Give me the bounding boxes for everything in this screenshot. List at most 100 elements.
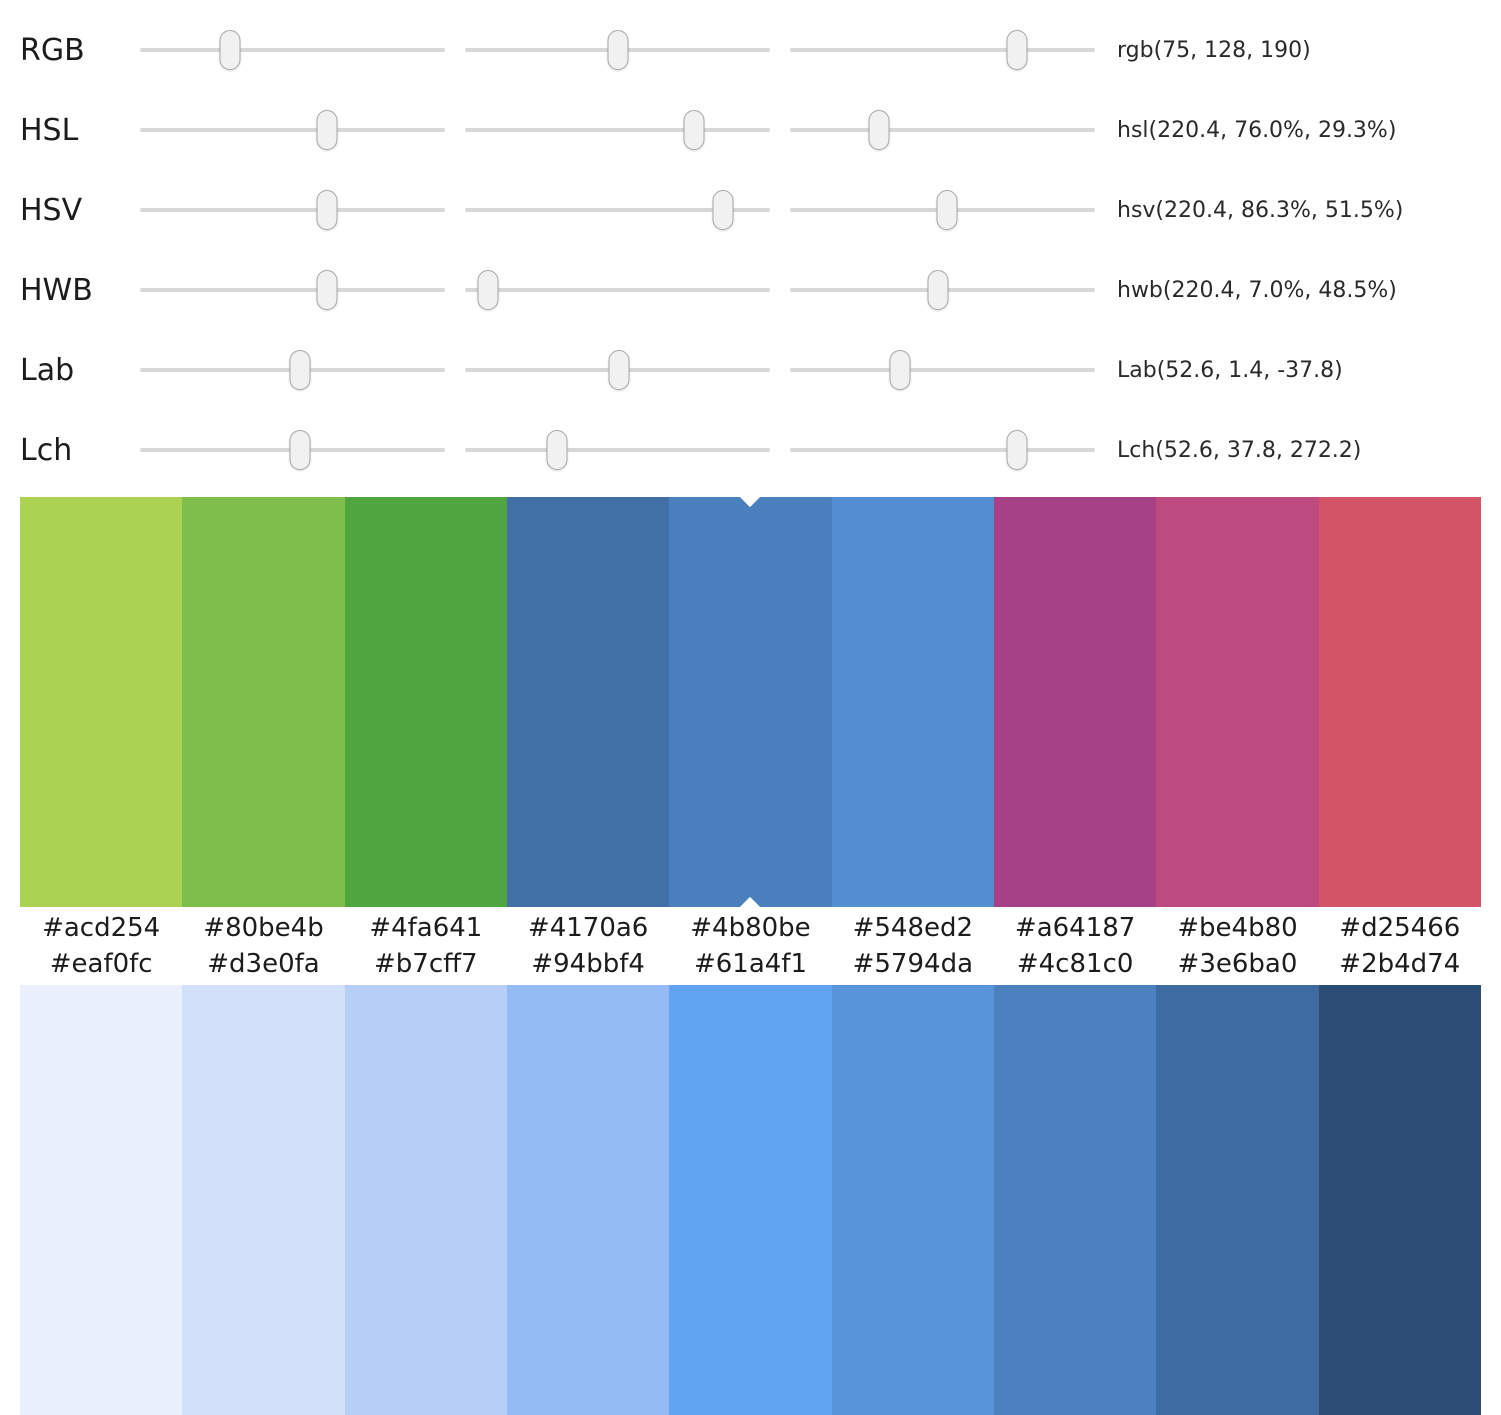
- hue-swatch-label-7: #be4b80: [1177, 913, 1298, 943]
- slider-handle-lch-1[interactable]: [546, 430, 567, 470]
- slider-handle-hwb-2[interactable]: [927, 270, 949, 310]
- shade-swatch-3[interactable]: [506, 985, 670, 1415]
- shade-swatch-1[interactable]: [182, 985, 345, 1415]
- color-value-readout: Lch(52.6, 37.8, 272.2): [1117, 437, 1362, 463]
- colorspace-label: HSV: [20, 192, 83, 228]
- slider-track-hwb-0[interactable]: [140, 268, 445, 312]
- hue-swatch-7[interactable]: [1156, 497, 1319, 907]
- hue-palette-labels: #acd254 #80be4b #4fa641 #4170a6 #4b80be #548e…: [20, 907, 1481, 946]
- slider-handle-lch-0[interactable]: [289, 430, 311, 470]
- slider-track-line: [465, 288, 770, 292]
- slider-track-hwb-1[interactable]: [465, 268, 770, 312]
- hue-swatch-5[interactable]: [831, 497, 994, 907]
- slider-handle-lab-2[interactable]: [889, 350, 911, 390]
- slider-row-lab: Lab Lab(52.6, 1.4, -37.8): [20, 330, 1501, 410]
- slider-track-rgb-1[interactable]: [465, 28, 770, 72]
- shade-swatch-6[interactable]: [993, 985, 1157, 1415]
- shade-swatch-7[interactable]: [1156, 985, 1319, 1415]
- slider-track-hsl-0[interactable]: [140, 108, 445, 152]
- shade-palette-labels: #eaf0fc #d3e0fa #b7cff7 #94bbf4 #61a4f1 #5794…: [20, 946, 1481, 985]
- slider-handle-hsl-0[interactable]: [316, 110, 338, 150]
- slider-tracks: [140, 188, 1095, 232]
- shade-swatch-8[interactable]: [1318, 985, 1481, 1415]
- slider-tracks: [140, 108, 1095, 152]
- slider-track-line: [790, 448, 1095, 452]
- hue-swatch-label-0: #acd254: [42, 913, 161, 943]
- hue-swatch-0[interactable]: [20, 497, 183, 907]
- shade-swatch-5[interactable]: [831, 985, 994, 1415]
- slider-track-line: [790, 368, 1095, 372]
- shade-swatch-label-5: #5794da: [852, 949, 973, 979]
- slider-row-lch: Lch Lch(52.6, 37.8, 272.2): [20, 410, 1501, 490]
- shade-swatch-label-1: #d3e0fa: [207, 949, 320, 979]
- color-value-readout: hsl(220.4, 76.0%, 29.3%): [1117, 117, 1397, 143]
- shade-palette: [20, 985, 1481, 1415]
- slider-track-line: [140, 48, 445, 52]
- colorspace-label: HSL: [20, 112, 79, 148]
- slider-handle-rgb-0[interactable]: [219, 30, 241, 70]
- colorspace-label: Lab: [20, 352, 75, 388]
- shade-swatch-label-8: #2b4d74: [1339, 949, 1461, 979]
- color-value-readout: rgb(75, 128, 190): [1117, 37, 1311, 63]
- hue-swatch-6[interactable]: [993, 497, 1157, 907]
- slider-track-hsl-2[interactable]: [790, 108, 1095, 152]
- slider-track-lab-2[interactable]: [790, 348, 1095, 392]
- shade-swatch-4[interactable]: [669, 985, 832, 1415]
- slider-track-line: [140, 128, 445, 132]
- shade-swatch-label-0: #eaf0fc: [49, 949, 153, 979]
- slider-track-hsl-1[interactable]: [465, 108, 770, 152]
- slider-track-lch-1[interactable]: [465, 428, 770, 472]
- colorspace-label: RGB: [20, 32, 85, 68]
- slider-track-hwb-2[interactable]: [790, 268, 1095, 312]
- hue-swatch-2[interactable]: [344, 497, 507, 907]
- color-value-readout: hsv(220.4, 86.3%, 51.5%): [1117, 197, 1404, 223]
- color-slider-panel: RGB rgb(75, 128, 190) HSL hsl(220.4, 76.…: [0, 0, 1501, 490]
- slider-handle-hsl-2[interactable]: [868, 110, 890, 150]
- hue-swatch-3[interactable]: [506, 497, 670, 907]
- slider-handle-hwb-0[interactable]: [316, 270, 338, 310]
- slider-track-hsv-1[interactable]: [465, 188, 770, 232]
- slider-track-line: [140, 208, 445, 212]
- slider-handle-rgb-1[interactable]: [607, 30, 629, 70]
- slider-tracks: [140, 428, 1095, 472]
- slider-handle-hsv-2[interactable]: [936, 190, 958, 230]
- slider-track-line: [465, 448, 770, 452]
- slider-tracks: [140, 28, 1095, 72]
- slider-row-hsl: HSL hsl(220.4, 76.0%, 29.3%): [20, 90, 1501, 170]
- slider-track-line: [465, 208, 770, 212]
- hue-palette: [20, 497, 1481, 907]
- slider-track-hsv-2[interactable]: [790, 188, 1095, 232]
- color-value-readout: hwb(220.4, 7.0%, 48.5%): [1117, 277, 1397, 303]
- hue-swatch-1[interactable]: [182, 497, 345, 907]
- slider-handle-hsv-0[interactable]: [316, 190, 338, 230]
- hue-swatch-label-1: #80be4b: [203, 913, 324, 943]
- slider-track-rgb-2[interactable]: [790, 28, 1095, 72]
- slider-track-rgb-0[interactable]: [140, 28, 445, 72]
- slider-handle-hsv-1[interactable]: [712, 190, 734, 230]
- slider-track-line: [790, 48, 1095, 52]
- slider-track-hsv-0[interactable]: [140, 188, 445, 232]
- slider-handle-hwb-1[interactable]: [477, 270, 499, 310]
- slider-handle-lab-1[interactable]: [608, 350, 630, 390]
- slider-handle-rgb-2[interactable]: [1006, 30, 1028, 70]
- slider-track-lab-1[interactable]: [465, 348, 770, 392]
- shade-swatch-2[interactable]: [344, 985, 507, 1415]
- hue-swatch-label-8: #d25466: [1339, 913, 1461, 943]
- slider-track-lab-0[interactable]: [140, 348, 445, 392]
- color-value-readout: Lab(52.6, 1.4, -37.8): [1117, 357, 1343, 383]
- shade-swatch-label-4: #61a4f1: [693, 949, 807, 979]
- hue-swatch-8[interactable]: [1318, 497, 1481, 907]
- colorspace-label: Lch: [20, 432, 73, 468]
- slider-track-line: [790, 128, 1095, 132]
- slider-track-lch-2[interactable]: [790, 428, 1095, 472]
- hue-swatch-4-selected[interactable]: [669, 497, 832, 907]
- slider-handle-lch-2[interactable]: [1006, 430, 1028, 470]
- hue-swatch-label-3: #4170a6: [527, 913, 649, 943]
- slider-handle-lab-0[interactable]: [289, 350, 311, 390]
- shade-swatch-label-7: #3e6ba0: [1177, 949, 1298, 979]
- slider-track-lch-0[interactable]: [140, 428, 445, 472]
- hue-swatch-label-5: #548ed2: [852, 913, 974, 943]
- slider-handle-hsl-1[interactable]: [683, 110, 705, 150]
- hue-swatch-label-6: #a64187: [1014, 913, 1136, 943]
- shade-swatch-0[interactable]: [20, 985, 183, 1415]
